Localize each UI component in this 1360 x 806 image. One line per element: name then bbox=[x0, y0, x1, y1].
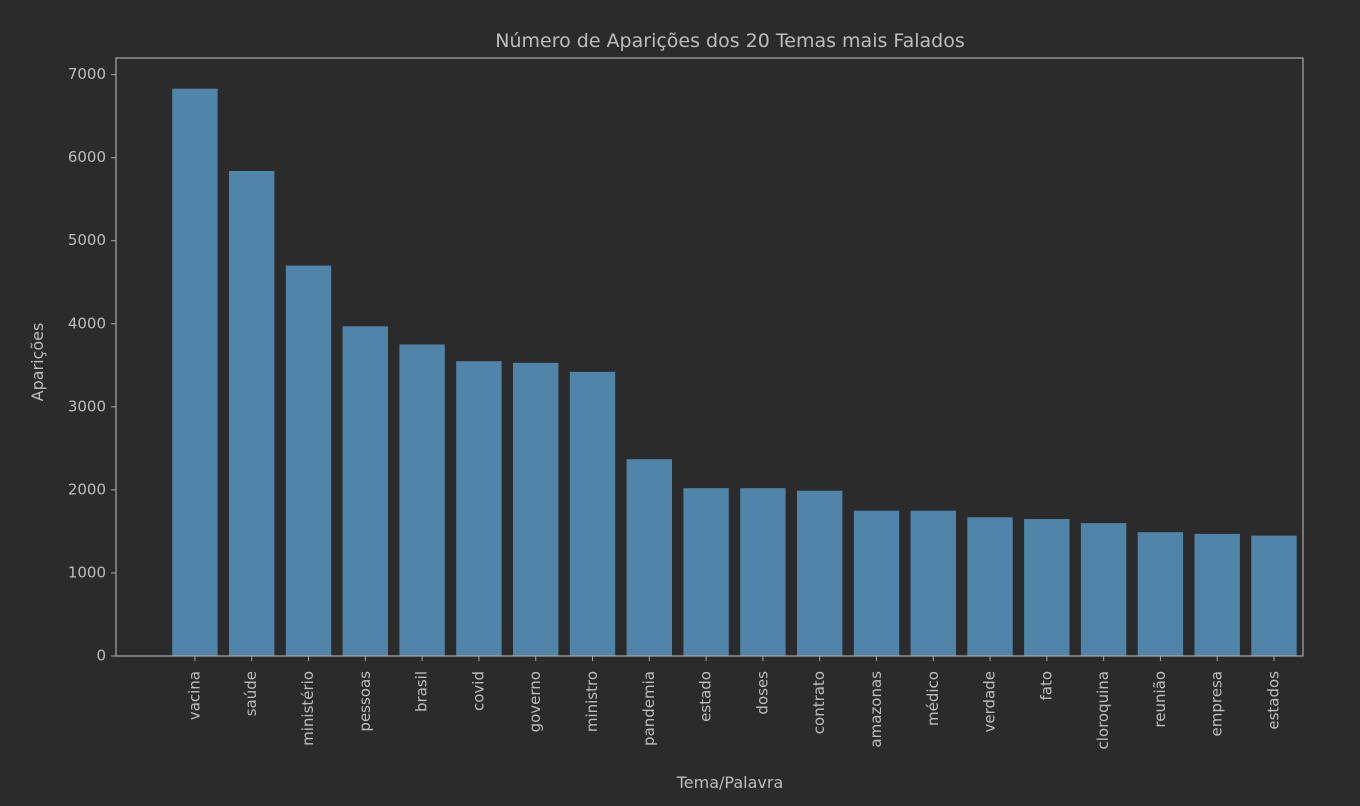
bar-pandemia bbox=[626, 459, 672, 656]
ticks-layer: vacina saúde ministério pessoas brasil covid g… bbox=[68, 65, 1283, 749]
bar-médico bbox=[910, 510, 956, 656]
y-tick-label-2000: 2000 bbox=[68, 480, 106, 498]
plot-frame bbox=[115, 57, 1304, 657]
x-tick-label-ministério: ministério bbox=[299, 671, 317, 746]
y-tick-label-1000: 1000 bbox=[68, 563, 106, 581]
x-tick-label-governo: governo bbox=[526, 671, 544, 732]
x-tick-label-doses: doses bbox=[753, 671, 771, 715]
x-tick-label-estados: estados bbox=[1265, 671, 1283, 730]
y-axis-label: Aparições bbox=[28, 323, 47, 402]
bar-ministro bbox=[569, 371, 616, 656]
bar-fato bbox=[1024, 519, 1070, 656]
x-tick-label-estado: estado bbox=[697, 671, 715, 722]
x-tick-label-contrato: contrato bbox=[810, 671, 828, 734]
bar-ministério bbox=[285, 265, 332, 656]
bar-estados bbox=[1251, 535, 1297, 656]
bar-vacina bbox=[172, 88, 218, 656]
bar-doses bbox=[740, 488, 786, 656]
bar-saúde bbox=[229, 171, 275, 656]
y-tick-label-3000: 3000 bbox=[68, 397, 106, 415]
bar-verdade bbox=[967, 517, 1013, 656]
bar-covid bbox=[456, 361, 502, 656]
x-tick-label-verdade: verdade bbox=[981, 671, 999, 732]
axes-layer bbox=[115, 57, 1304, 657]
x-tick-label-vacina: vacina bbox=[185, 671, 203, 720]
x-tick-label-pandemia: pandemia bbox=[640, 671, 658, 746]
x-tick-label-covid: covid bbox=[469, 671, 487, 711]
bar-pessoas bbox=[342, 326, 388, 656]
x-tick-label-fato: fato bbox=[1037, 671, 1055, 701]
bar-reunião bbox=[1137, 532, 1184, 656]
x-tick-label-pessoas: pessoas bbox=[356, 671, 374, 732]
bar-brasil bbox=[399, 344, 445, 656]
x-tick-label-saúde: saúde bbox=[242, 671, 260, 716]
x-tick-label-médico: médico bbox=[924, 671, 942, 726]
x-tick-label-amazonas: amazonas bbox=[867, 671, 885, 748]
x-tick-label-brasil: brasil bbox=[413, 671, 431, 712]
y-tick-label-5000: 5000 bbox=[68, 231, 106, 249]
bar-amazonas bbox=[853, 510, 900, 656]
bar-contrato bbox=[797, 490, 843, 656]
bars-layer bbox=[172, 88, 1297, 656]
x-tick-label-empresa: empresa bbox=[1208, 671, 1226, 736]
bar-estado bbox=[683, 488, 729, 656]
bar-empresa bbox=[1194, 533, 1240, 656]
bar-governo bbox=[513, 362, 559, 656]
y-tick-label-7000: 7000 bbox=[68, 65, 106, 83]
x-tick-label-ministro: ministro bbox=[583, 671, 601, 732]
bar-cloroquina bbox=[1080, 523, 1127, 656]
chart-title: Número de Aparições dos 20 Temas mais Fa… bbox=[495, 30, 965, 52]
x-tick-label-cloroquina: cloroquina bbox=[1094, 671, 1112, 750]
x-axis-label: Tema/Palavra bbox=[676, 773, 784, 792]
y-tick-label-6000: 6000 bbox=[68, 148, 106, 166]
x-tick-label-reunião: reunião bbox=[1151, 671, 1169, 728]
y-tick-label-0: 0 bbox=[96, 647, 106, 665]
y-tick-label-4000: 4000 bbox=[68, 314, 106, 332]
